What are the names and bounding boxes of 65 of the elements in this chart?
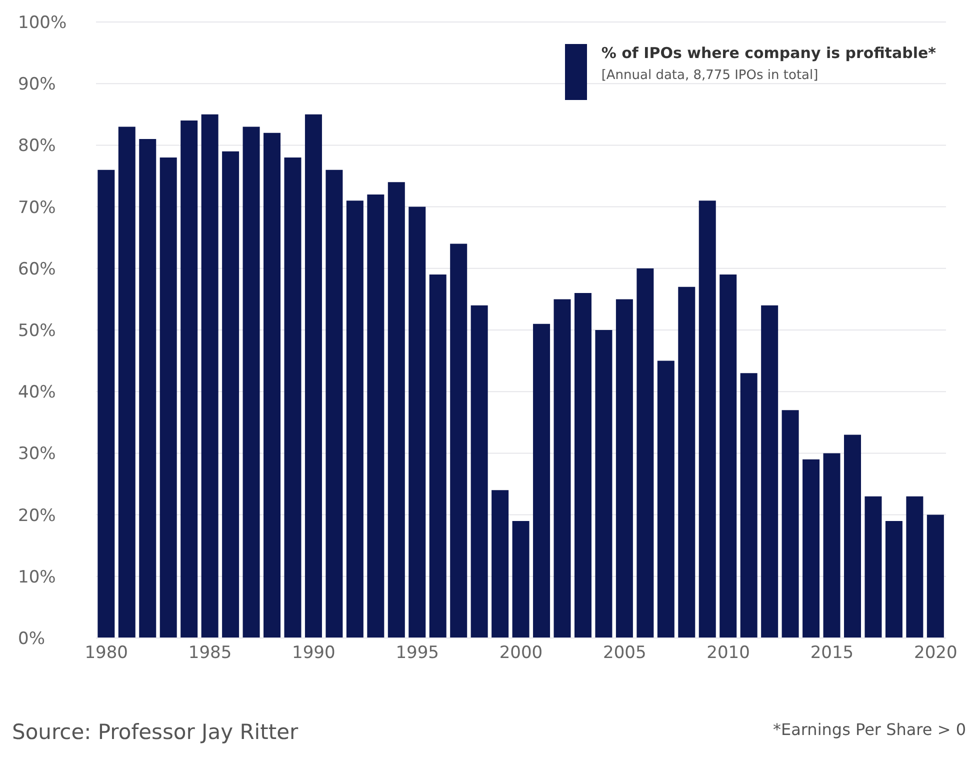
bar <box>326 170 343 638</box>
bar <box>160 158 177 638</box>
bar <box>616 299 633 638</box>
bar <box>450 244 468 638</box>
bar <box>574 293 592 638</box>
x-tick-label: 2005 <box>603 643 646 664</box>
bar <box>906 496 924 638</box>
bar <box>864 496 882 638</box>
source-note: Source: Professor Jay Ritter <box>12 720 298 744</box>
bar <box>304 114 322 638</box>
y-tick-label: 70% <box>18 198 56 218</box>
bar <box>408 206 426 638</box>
bar <box>823 453 840 638</box>
y-tick-label: 10% <box>18 567 56 588</box>
bar <box>367 194 384 638</box>
bar <box>180 120 198 638</box>
bar <box>885 520 902 638</box>
bar <box>429 274 446 638</box>
bar <box>284 158 302 638</box>
text: % of IPOs where company is profitable* <box>601 44 936 62</box>
bar <box>264 132 281 638</box>
bar <box>678 286 696 638</box>
bar <box>844 434 861 638</box>
text: *Earnings Per Share > 0 <box>772 720 966 739</box>
y-tick-label: 40% <box>18 382 56 403</box>
bar <box>201 114 218 638</box>
bar <box>98 170 115 638</box>
y-tick-label: 0% <box>18 629 45 650</box>
bar <box>388 182 405 638</box>
x-tick-label: 2020 <box>914 643 958 664</box>
y-tick-label: 60% <box>18 259 56 280</box>
bar <box>782 410 799 638</box>
bar <box>118 126 136 638</box>
bar <box>698 200 716 638</box>
y-tick-label: 90% <box>18 74 56 95</box>
x-tick-label: 2015 <box>810 643 854 664</box>
bar <box>657 360 674 638</box>
y-tick-label: 100% <box>18 13 67 34</box>
x-tick-label: 1990 <box>292 643 336 664</box>
bar <box>533 324 550 638</box>
y-tick-label: 20% <box>18 506 56 526</box>
x-tick-label: 2000 <box>499 643 543 664</box>
y-tick-label: 80% <box>18 136 56 156</box>
annotation: [Annual data, 8,775 IPOs in total] <box>601 68 820 83</box>
bar <box>222 151 240 638</box>
bar <box>926 514 944 638</box>
bar <box>139 139 156 638</box>
y-tick-label: 30% <box>18 444 56 464</box>
bar <box>512 520 530 638</box>
bar <box>761 305 778 638</box>
bar <box>740 373 758 638</box>
bar <box>470 305 488 638</box>
y-tick-label: 50% <box>18 321 56 342</box>
bar <box>242 126 260 638</box>
bar <box>554 299 571 638</box>
bar <box>720 274 737 638</box>
x-tick-label: 1980 <box>84 643 128 664</box>
x-tick-label: 2010 <box>706 643 750 664</box>
bar <box>492 490 509 638</box>
bar <box>802 459 820 638</box>
x-tick-label: 1995 <box>396 643 439 664</box>
bar <box>346 200 364 638</box>
bar <box>636 268 654 638</box>
bar <box>595 330 612 638</box>
x-tick-label: 1985 <box>188 643 232 664</box>
